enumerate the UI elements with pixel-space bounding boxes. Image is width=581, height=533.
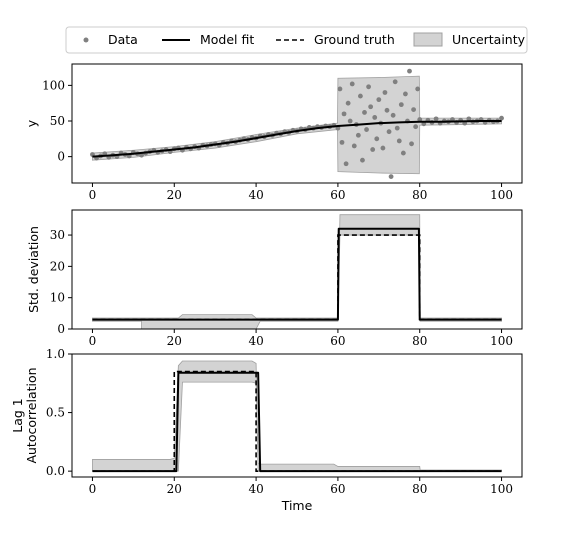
- x-tick-label: 60: [330, 188, 345, 202]
- axes-frame: [71, 63, 523, 184]
- x-tick-label: 40: [248, 188, 263, 202]
- data-point: [347, 118, 353, 124]
- model-fit-line: [92, 371, 502, 473]
- model-fit-line: [92, 120, 502, 158]
- x-tick-label: 20: [167, 482, 182, 496]
- data-point: [394, 125, 400, 131]
- data-point: [364, 127, 369, 132]
- panels: 0 20 40 60 80 100 0 50 100 y 0 20 40 60 80 100 0 10 20 30 St…: [10, 63, 523, 496]
- y-tick-label: 100: [42, 78, 65, 92]
- data-point: [345, 100, 351, 106]
- data-point: [370, 147, 376, 152]
- axes-frame: [71, 209, 523, 330]
- plot-area: [92, 360, 502, 473]
- legend-data-marker: [83, 37, 89, 43]
- y-axis-label: Lag 1: [10, 398, 25, 433]
- data-point: [374, 136, 380, 142]
- data-point: [403, 91, 408, 97]
- data-point: [413, 124, 419, 130]
- data-point: [372, 115, 378, 120]
- data-point: [384, 107, 390, 113]
- data-point: [392, 79, 398, 85]
- data-point: [380, 145, 386, 151]
- legend: Data Model fit Ground truth Uncertainty: [65, 26, 528, 54]
- data-point: [415, 86, 421, 92]
- data-point: [343, 161, 349, 167]
- data-point: [386, 129, 392, 135]
- legend-uncertainty-patch: [413, 32, 443, 47]
- data-point: [358, 93, 363, 99]
- y-tick-label: 0.5: [46, 406, 65, 420]
- legend-uncertainty-label: Uncertainty: [452, 32, 526, 47]
- panel-1: 0 20 40 60 80 100 0 50 100 y: [24, 63, 523, 202]
- data-point: [390, 112, 396, 118]
- x-tick-label: 40: [248, 482, 263, 496]
- y-tick-label: 0.0: [46, 464, 65, 478]
- x-tick-label: 80: [412, 334, 427, 348]
- y-tick-label: 20: [50, 259, 65, 273]
- data-point: [407, 68, 412, 74]
- data-point: [366, 84, 371, 90]
- data-point: [349, 81, 355, 87]
- legend-truth-label: Ground truth: [314, 32, 395, 47]
- uncertainty-band: [92, 360, 502, 472]
- panel-2: 0 20 40 60 80 100 0 10 20 30 Std. deviation: [26, 209, 523, 348]
- x-tick-label: 20: [167, 334, 182, 348]
- data-point: [341, 111, 347, 117]
- y-tick-label: 0: [57, 150, 65, 164]
- panel-3: 0 20 40 60 80 100 0.0 0.5 1.0 Lag 1 Autocorrelatio…: [10, 347, 523, 496]
- data-point: [382, 90, 388, 95]
- legend-fit-label: Model fit: [200, 32, 254, 47]
- y-tick-label: 50: [50, 114, 65, 128]
- y-tick-label: 1.0: [46, 347, 65, 361]
- y-axis-label: Std. deviation: [26, 226, 41, 313]
- data-point: [433, 116, 439, 122]
- data-point: [400, 150, 406, 156]
- x-tick-label: 100: [490, 334, 513, 348]
- data-point: [388, 174, 394, 179]
- plot-area: [92, 214, 502, 329]
- data-point: [409, 141, 414, 147]
- legend-data-label: Data: [108, 32, 138, 47]
- ground-truth-line: [92, 234, 502, 321]
- y-tick-label: 30: [50, 228, 65, 242]
- x-tick-label: 80: [412, 188, 427, 202]
- x-tick-label: 60: [330, 334, 345, 348]
- uncertainty-band: [92, 75, 502, 175]
- data-point: [360, 157, 365, 163]
- uncertainty-band: [92, 214, 502, 329]
- x-axis-label: Time: [281, 498, 313, 513]
- data-point: [376, 97, 382, 103]
- data-point: [351, 143, 357, 149]
- x-tick-label: 0: [89, 334, 97, 348]
- x-tick-label: 60: [330, 482, 345, 496]
- y-axis-label: Autocorrelation: [24, 367, 39, 463]
- data-point: [362, 110, 367, 115]
- data-point: [411, 107, 416, 112]
- plot-area: [90, 68, 504, 179]
- data-point: [339, 139, 345, 145]
- data-point: [396, 138, 402, 144]
- axes-frame: [71, 353, 523, 478]
- x-tick-label: 20: [167, 188, 182, 202]
- x-tick-label: 100: [490, 482, 513, 496]
- x-tick-label: 40: [248, 334, 263, 348]
- x-tick-label: 80: [412, 482, 427, 496]
- data-point: [398, 102, 404, 108]
- x-tick-label: 100: [490, 188, 513, 202]
- data-point: [355, 132, 361, 138]
- model-fit-line: [92, 227, 502, 321]
- y-tick-label: 0: [57, 322, 65, 336]
- y-axis-label: y: [24, 119, 39, 127]
- data-point: [466, 116, 472, 122]
- data-point: [368, 104, 374, 110]
- data-point: [499, 115, 504, 121]
- x-tick-label: 0: [89, 482, 97, 496]
- ground-truth-line: [92, 370, 502, 472]
- y-tick-label: 10: [50, 291, 65, 305]
- data-point: [337, 86, 343, 92]
- x-tick-label: 0: [89, 188, 97, 202]
